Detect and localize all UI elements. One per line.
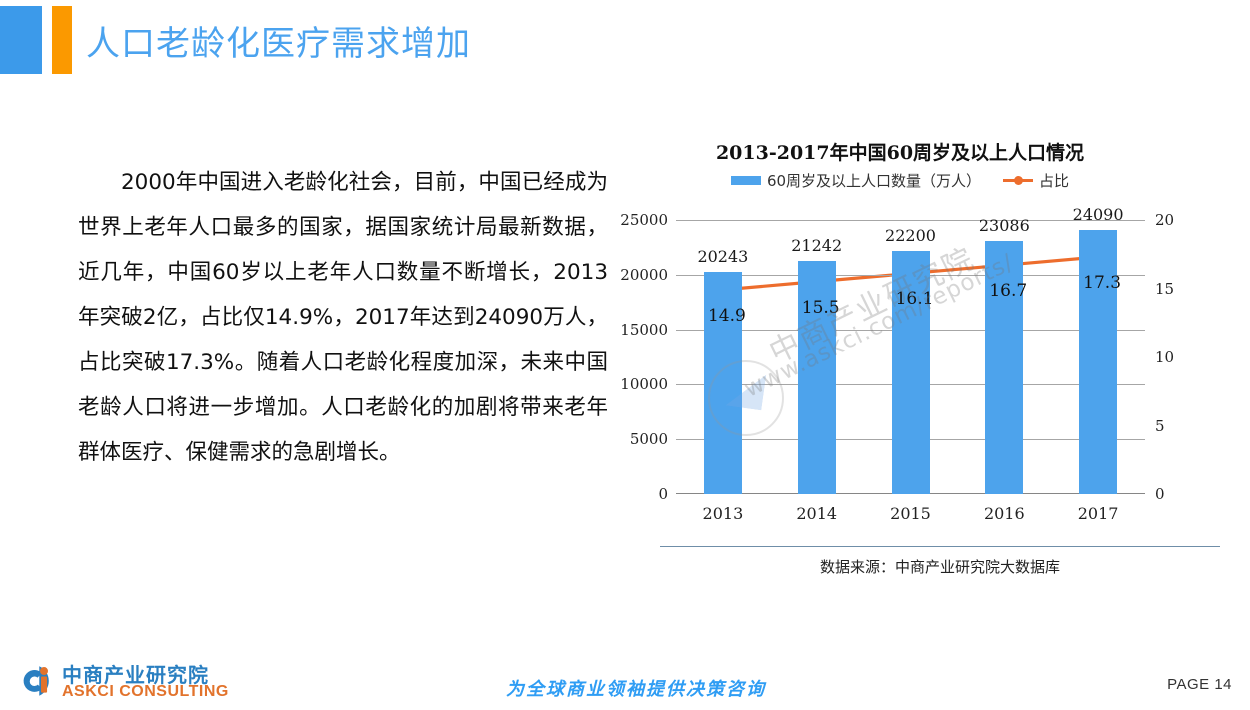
plot-area: 0 5000 10000 15000 20000 25000 0 5 10 15 20 20243 20… <box>620 205 1174 523</box>
header-accent-bar-orange <box>52 6 72 74</box>
bar-column[interactable] <box>891 250 930 494</box>
chart-title: 2013-2017年中国60周岁及以上人口情况 <box>715 142 1085 164</box>
bar-column[interactable] <box>797 261 836 494</box>
bar-value-label: 22200 <box>885 225 936 245</box>
legend-line-marker-icon <box>1003 176 1034 185</box>
bar-column[interactable] <box>985 240 1024 494</box>
gridline <box>676 220 1145 221</box>
y-axis-tick-right: 0 <box>1155 485 1165 503</box>
y-axis-tick-left: 5000 <box>629 430 668 449</box>
bar-column[interactable] <box>703 272 742 494</box>
chart-legend: 60周岁及以上人口数量（万人） 占比 <box>620 170 1180 191</box>
chart-container: 2013-2017年中国60周岁及以上人口情况 60周岁及以上人口数量（万人） … <box>620 130 1220 580</box>
askci-logo-icon <box>23 666 49 696</box>
logo-text-en: ASKCI CONSULTING <box>62 683 229 700</box>
x-axis-tick: 2015 <box>890 504 931 523</box>
bar-value-label: 20243 <box>697 247 749 267</box>
y-axis-tick-right: 20 <box>1155 211 1175 229</box>
bar-value-label: 23086 <box>978 215 1030 235</box>
line-value-label: 17.3 <box>1083 272 1122 293</box>
y-axis-tick-left: 15000 <box>620 320 668 339</box>
x-axis-tick: 2016 <box>983 504 1025 523</box>
legend-label-line: 占比 <box>1039 172 1070 190</box>
bar-value-label: 21242 <box>791 236 843 256</box>
header-accent-bar-blue <box>0 6 42 74</box>
logo-text-cn: 中商产业研究院 <box>62 663 209 687</box>
page-title: 人口老龄化医疗需求增加 <box>86 24 471 64</box>
footer-tagline: 为全球商业领袖提供决策咨询 <box>506 679 766 700</box>
source-note: 数据来源：中商产业研究院大数据库 <box>819 558 1060 576</box>
line-value-label: 16.7 <box>989 281 1028 302</box>
x-axis-tick: 2013 <box>702 504 744 523</box>
bar-column[interactable] <box>1079 229 1118 494</box>
x-axis-tick: 2017 <box>1077 504 1119 523</box>
legend-item-line: 占比 <box>1003 170 1069 191</box>
brand-logo: 中商产业研究院 ASKCI CONSULTING <box>16 660 229 706</box>
y-axis-tick-left: 25000 <box>620 211 668 229</box>
bar-value-label: 24090 <box>1072 204 1124 224</box>
legend-bar-swatch-icon <box>730 176 761 185</box>
y-axis-tick-right: 15 <box>1155 279 1175 298</box>
y-axis-tick-left: 20000 <box>620 265 668 284</box>
y-axis-tick-right: 5 <box>1155 416 1165 435</box>
body-paragraph: 2000年中国进入老龄化社会，目前，中国已经成为世界上老年人口最多的国家，据国家… <box>78 170 608 465</box>
line-value-label: 15.5 <box>801 297 840 318</box>
source-divider <box>660 546 1220 547</box>
line-value-label: 14.9 <box>707 305 746 326</box>
x-axis-tick: 2014 <box>796 504 838 523</box>
legend-item-bar: 60周岁及以上人口数量（万人） <box>730 170 982 191</box>
y-axis-tick-left: 0 <box>658 485 668 503</box>
page-number: PAGE 14 <box>1167 676 1232 693</box>
y-axis-tick-left: 10000 <box>620 375 668 394</box>
legend-label-bar: 60周岁及以上人口数量（万人） <box>766 172 982 190</box>
y-axis-tick-right: 10 <box>1155 348 1175 366</box>
line-value-label: 16.1 <box>895 289 934 310</box>
